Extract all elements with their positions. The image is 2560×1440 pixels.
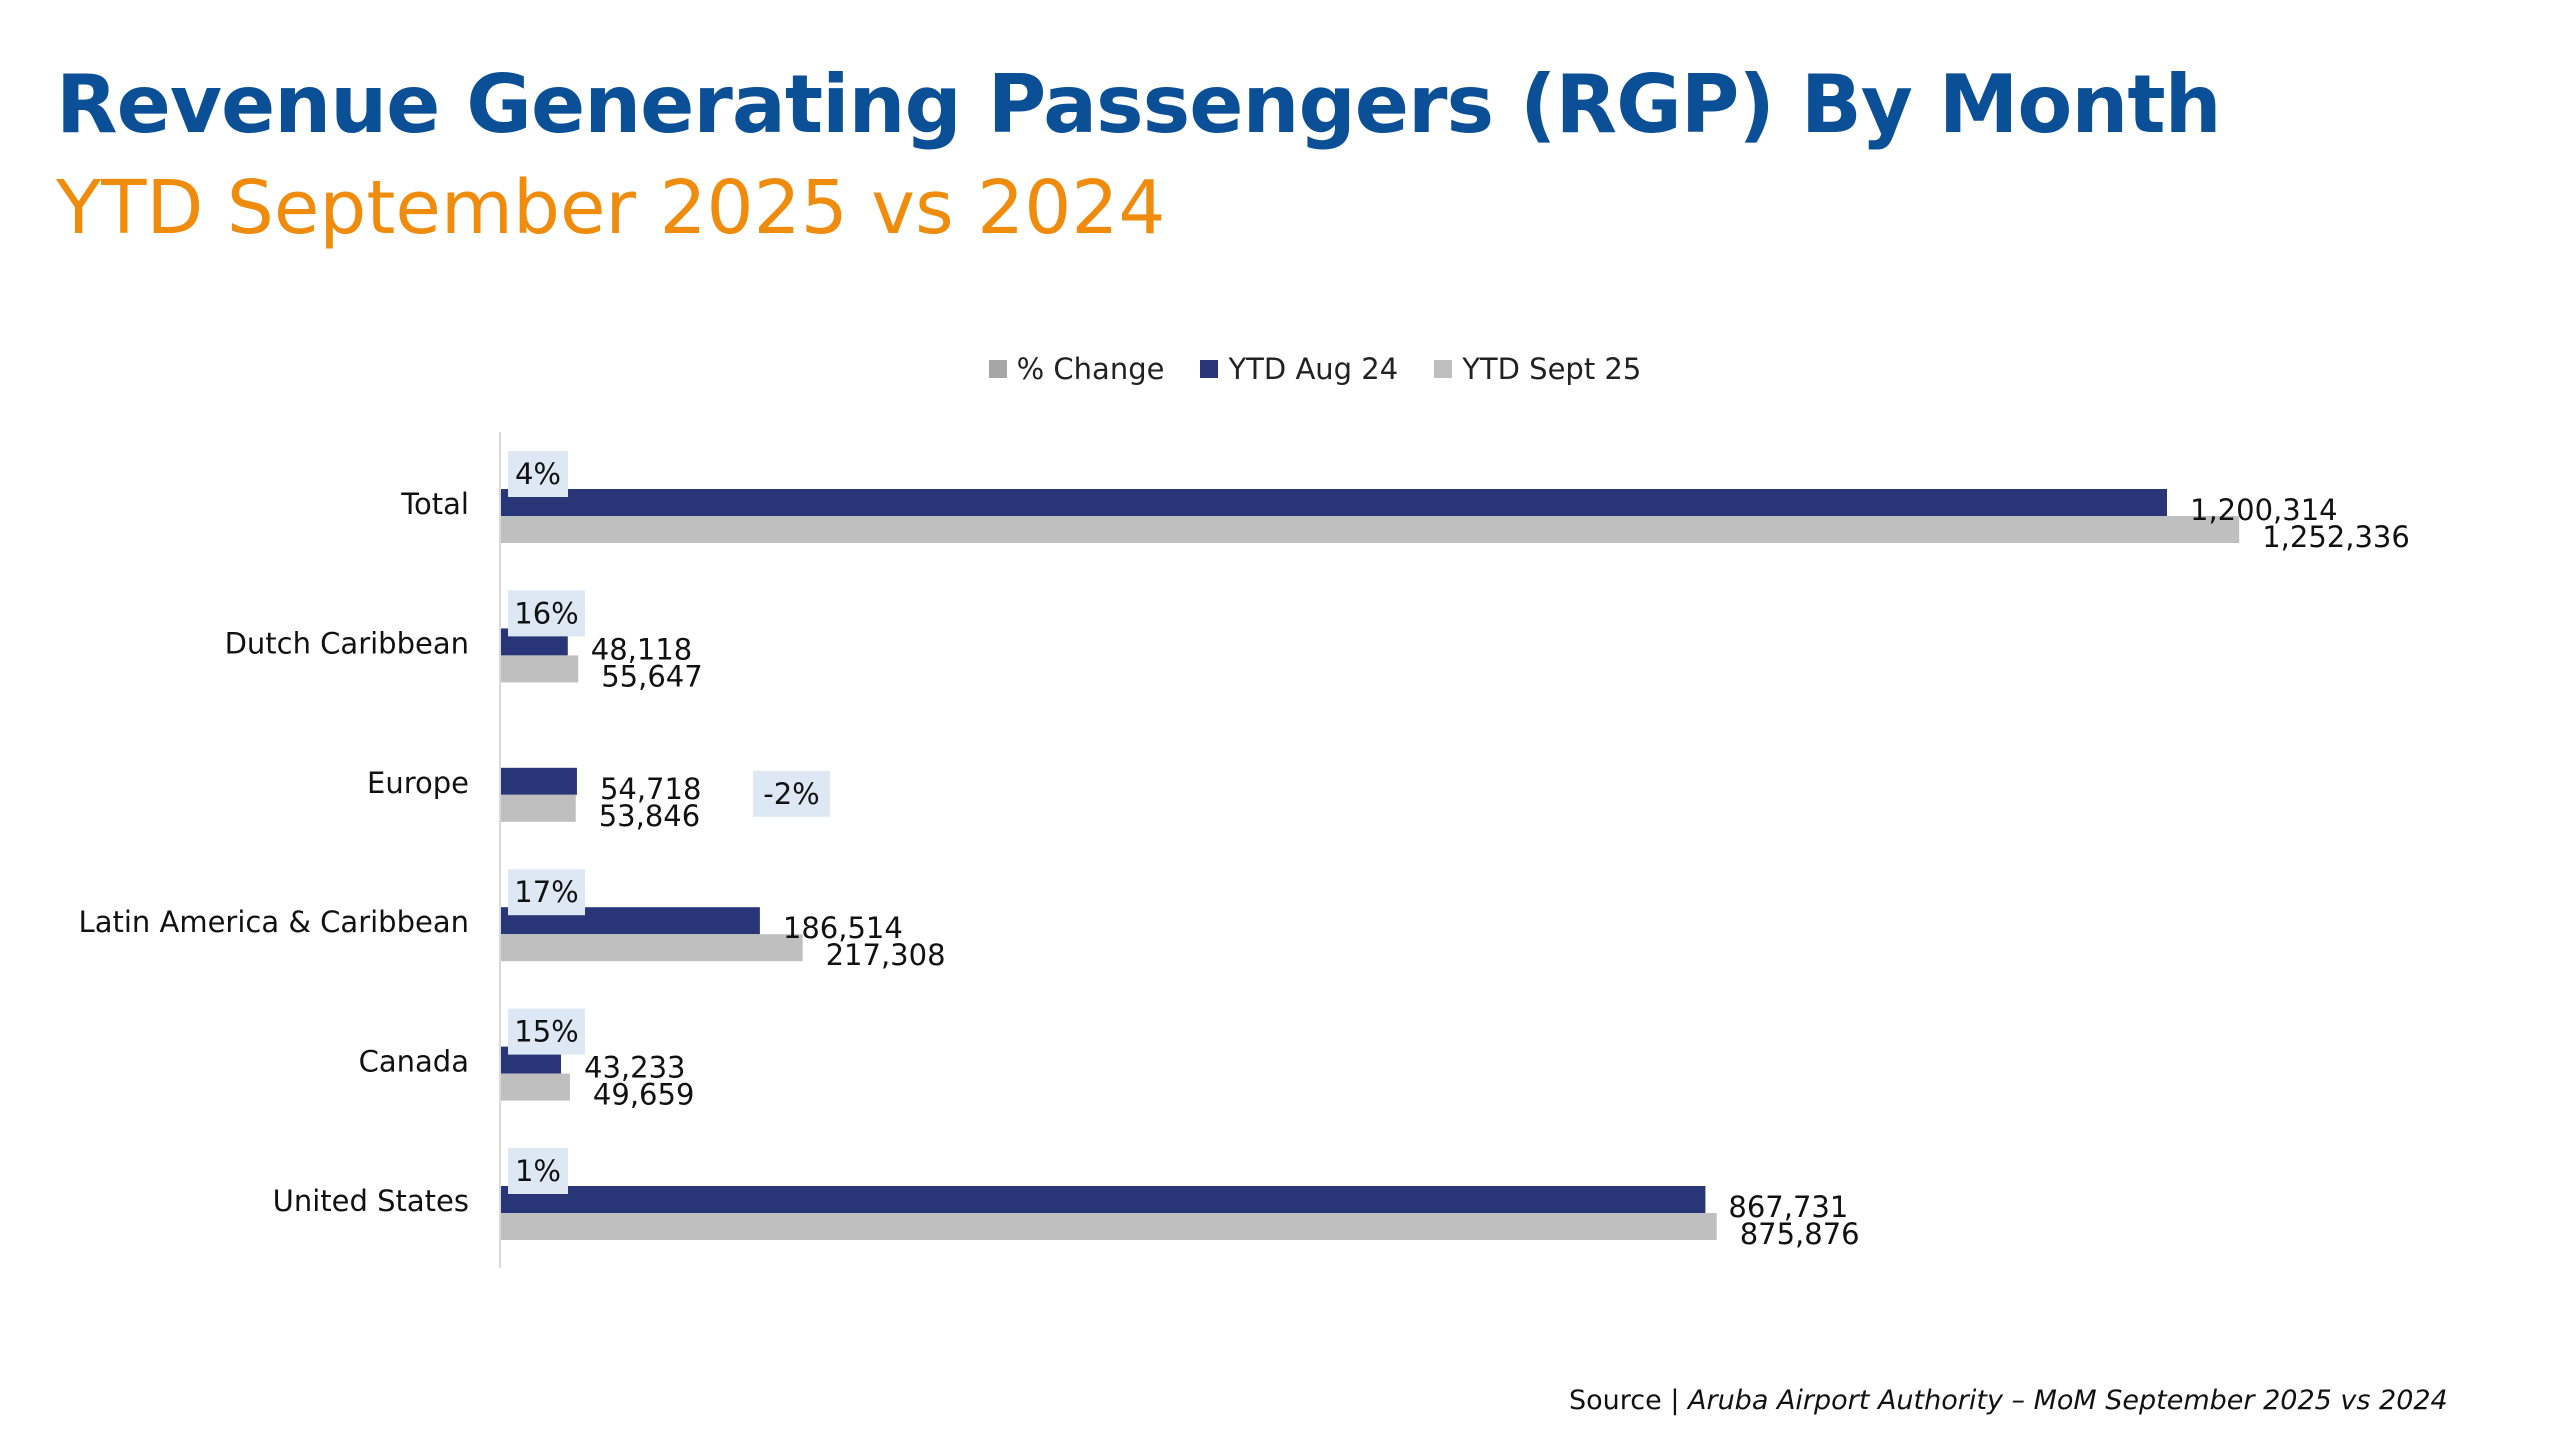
data-label-ytd-sept-25: 49,659	[593, 1078, 694, 1112]
pct-change-label-box	[753, 770, 830, 817]
category-label: Europe	[367, 766, 469, 800]
legend-swatch	[1200, 360, 1219, 378]
data-label-pct-change: 17%	[514, 875, 578, 909]
legend-swatch	[988, 360, 1007, 378]
pct-change-label-box	[508, 1008, 585, 1055]
data-label-ytd-sept-25: 875,876	[1740, 1217, 1860, 1251]
page-subtitle: YTD September 2025 vs 2024	[56, 165, 1166, 251]
bar-ytd-aug-24	[501, 489, 2167, 516]
legend-label: YTD Aug 24	[1228, 352, 1399, 386]
bar-ytd-aug-24	[501, 1186, 1706, 1213]
legend-item-ytd-aug-24: YTD Aug 24	[1200, 352, 1398, 386]
data-label-ytd-sept-25: 55,647	[601, 659, 702, 693]
data-label-pct-change: 16%	[514, 596, 578, 630]
chart-legend: % Change YTD Aug 24 YTD Sept 25	[0, 352, 2560, 386]
data-label-pct-change: 15%	[514, 1015, 578, 1049]
data-label-ytd-sept-25: 217,308	[826, 938, 946, 972]
legend-item-ytd-sept-25: YTD Sept 25	[1434, 352, 1641, 386]
bar-ytd-sept-25	[501, 516, 2240, 543]
source-text: Aruba Airport Authority – MoM September …	[1688, 1385, 2448, 1416]
bar-ytd-sept-25	[501, 794, 576, 822]
bar-ytd-aug-24	[501, 767, 577, 795]
data-label-ytd-sept-25: 53,846	[599, 799, 700, 833]
legend-swatch	[1434, 360, 1453, 378]
source-prefix: Source |	[1569, 1385, 1688, 1416]
category-label: Dutch Caribbean	[225, 626, 469, 660]
bar-ytd-sept-25	[501, 1073, 570, 1101]
category-label: Canada	[359, 1045, 469, 1079]
legend-label: % Change	[1016, 352, 1165, 386]
pct-change-label-box	[508, 590, 585, 637]
pct-change-label-box	[508, 451, 568, 497]
source-note: Source | Aruba Airport Authority – MoM S…	[1569, 1385, 2448, 1416]
data-label-ytd-sept-25: 1,252,336	[2262, 520, 2410, 554]
data-label-pct-change: -2%	[763, 777, 819, 811]
data-label-ytd-aug-24: 867,731	[1728, 1190, 1848, 1224]
data-label-ytd-aug-24: 48,118	[591, 632, 692, 666]
data-label-ytd-aug-24: 54,718	[600, 772, 701, 806]
category-label: Total	[400, 487, 469, 521]
page-title: Revenue Generating Passengers (RGP) By M…	[56, 58, 2222, 151]
pct-change-label-box	[508, 1148, 568, 1194]
data-label-pct-change: 1%	[515, 1154, 561, 1188]
bar-ytd-sept-25	[501, 934, 803, 962]
data-label-ytd-aug-24: 1,200,314	[2190, 493, 2338, 527]
data-label-ytd-aug-24: 43,233	[584, 1051, 685, 1085]
legend-label: YTD Sept 25	[1462, 352, 1642, 386]
category-label: United States	[273, 1184, 469, 1218]
bar-ytd-sept-25	[501, 1213, 1717, 1240]
bar-ytd-sept-25	[501, 655, 579, 683]
data-label-ytd-aug-24: 186,514	[783, 911, 903, 945]
data-label-pct-change: 4%	[515, 457, 561, 491]
legend-item-pct-change: % Change	[988, 352, 1165, 386]
category-label: Latin America & Caribbean	[79, 905, 469, 939]
pct-change-label-box	[508, 869, 585, 916]
